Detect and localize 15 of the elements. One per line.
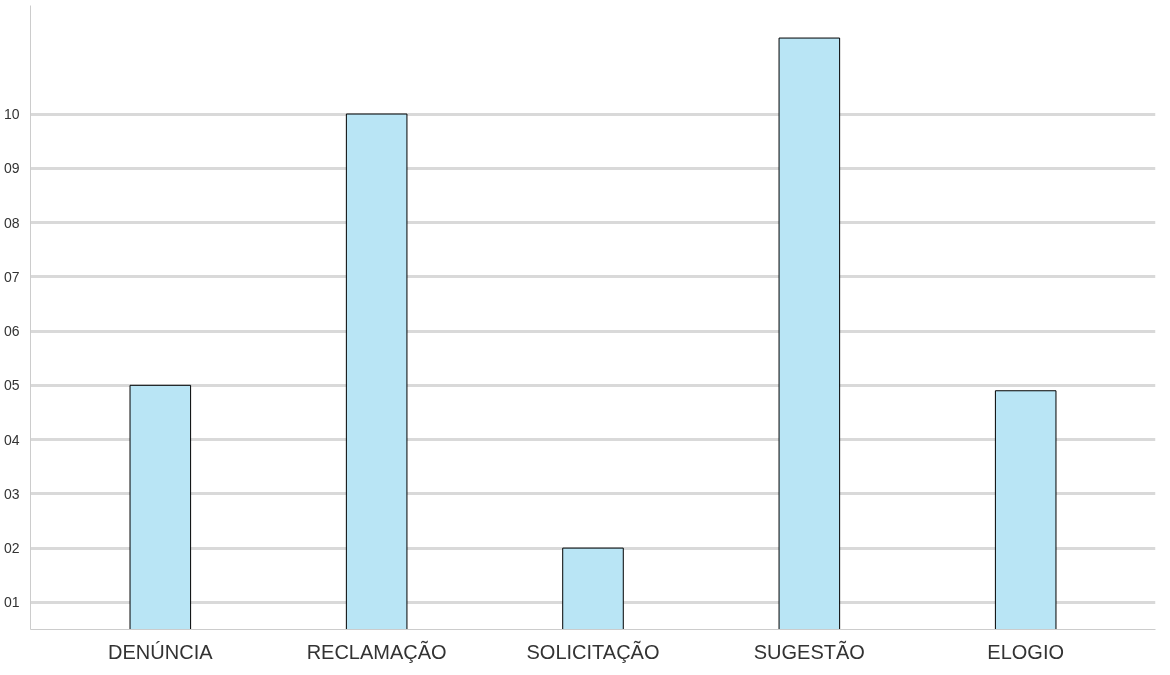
y-tick-label: 07 [3,268,20,285]
x-tick-label: DENÚNCIA [108,640,214,663]
y-tick-label: 01 [3,594,20,611]
y-tick-label: 08 [3,214,20,231]
y-tick-label: 05 [3,377,20,394]
y-tick-label: 09 [3,160,20,177]
x-tick-label: SUGESTÃO [753,639,865,663]
y-tick-label: 04 [3,431,20,448]
y-tick-label: 02 [3,540,20,557]
y-tick-label: 10 [3,106,20,123]
x-tick-label: ELOGIO [987,640,1065,663]
y-tick-label: 03 [3,485,20,502]
x-tick-label: SOLICITAÇÃO [526,639,660,663]
x-tick-label: RECLAMAÇÃO [306,639,447,663]
y-tick-label: 06 [3,323,20,340]
